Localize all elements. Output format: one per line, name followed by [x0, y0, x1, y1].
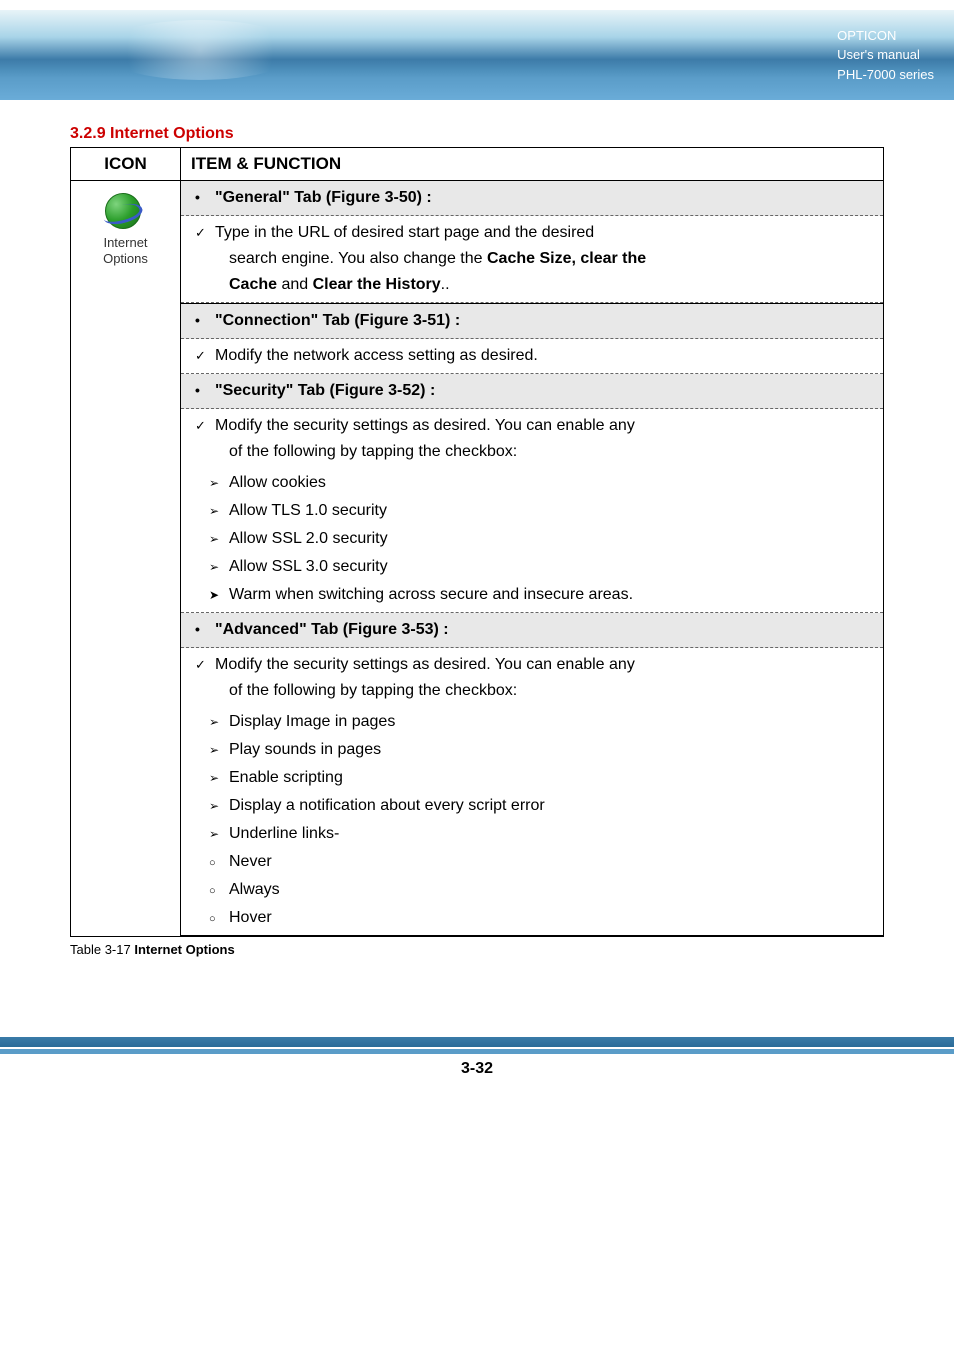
general-tab-title: "General" Tab (Figure 3-50) : [215, 189, 432, 206]
advanced-line2: of the following by tapping the checkbox… [195, 677, 873, 703]
arrow-icon [209, 527, 229, 551]
table-caption: Table 3-17 Internet Options [70, 942, 884, 957]
security-sub3: Allow SSL 2.0 security [181, 525, 883, 553]
advanced-line1: Modify the security settings as desired.… [215, 656, 635, 673]
header-line3: PHL-7000 series [837, 65, 934, 85]
advanced-sub3: Enable scripting [181, 764, 883, 792]
advanced-opt1: Never [181, 848, 883, 876]
general-tab-header: "General" Tab (Figure 3-50) : [181, 181, 883, 216]
bullet-icon [195, 618, 215, 642]
check-icon [195, 414, 215, 438]
advanced-intro: Modify the security settings as desired.… [181, 648, 883, 708]
security-sub2: Allow TLS 1.0 security [181, 497, 883, 525]
security-tab-header: "Security" Tab (Figure 3-52) : [181, 374, 883, 409]
arrow-icon [209, 822, 229, 846]
security-sub1: Allow cookies [181, 469, 883, 497]
bullet-icon [195, 379, 215, 403]
bullet-icon [195, 186, 215, 210]
security-line1: Modify the security settings as desired.… [215, 417, 635, 434]
security-sub5: Warm when switching across secure and in… [181, 581, 883, 613]
arrow-icon [209, 766, 229, 790]
general-item: Type in the URL of desired start page an… [181, 216, 883, 303]
footer-bar-2 [0, 1049, 954, 1054]
arrow-icon [209, 738, 229, 762]
header-line2: User's manual [837, 45, 934, 65]
globe-icon [105, 193, 147, 235]
advanced-sub4: Display a notification about every scrip… [181, 792, 883, 820]
security-tab-title: "Security" Tab (Figure 3-52) : [215, 382, 435, 399]
advanced-opt2: Always [181, 876, 883, 904]
advanced-sub2: Play sounds in pages [181, 736, 883, 764]
advanced-tab-title: "Advanced" Tab (Figure 3-53) : [215, 621, 449, 638]
arrow-icon [209, 710, 229, 734]
connection-tab-header: "Connection" Tab (Figure 3-51) : [181, 303, 883, 339]
brand-name: OPTICON [837, 26, 934, 46]
advanced-tab-header: "Advanced" Tab (Figure 3-53) : [181, 613, 883, 648]
arrow-icon [209, 555, 229, 579]
security-line2: of the following by tapping the checkbox… [195, 438, 873, 464]
internet-options-icon-wrapper: Internet Options [71, 189, 180, 270]
col-header-icon: ICON [71, 148, 181, 181]
col-header-item: ITEM & FUNCTION [181, 148, 884, 181]
arrow-icon [209, 499, 229, 523]
general-line3: Cache and Clear the History.. [195, 271, 873, 297]
connection-text: Modify the network access setting as des… [215, 347, 538, 364]
general-line1: Type in the URL of desired start page an… [215, 224, 594, 241]
icon-label-1: Internet [103, 235, 147, 251]
footer: 3-32 [0, 1037, 954, 1078]
connection-item: Modify the network access setting as des… [181, 339, 883, 374]
circle-icon [209, 906, 229, 930]
section-title: 3.2.9 Internet Options [70, 125, 884, 143]
icon-label-2: Options [103, 251, 148, 267]
options-table: ICON ITEM & FUNCTION Internet Options "G… [70, 147, 884, 937]
circle-icon [209, 878, 229, 902]
icon-cell: Internet Options [71, 181, 181, 937]
arrow-icon [209, 794, 229, 818]
footer-bar-1 [0, 1037, 954, 1047]
check-icon [195, 221, 215, 245]
advanced-sub1: Display Image in pages [181, 708, 883, 736]
security-sub4: Allow SSL 3.0 security [181, 553, 883, 581]
security-intro: Modify the security settings as desired.… [181, 409, 883, 469]
general-line2: search engine. You also change the Cache… [195, 245, 873, 271]
content-area: 3.2.9 Internet Options ICON ITEM & FUNCT… [0, 100, 954, 977]
content-cell: "General" Tab (Figure 3-50) : Type in th… [181, 181, 884, 937]
circle-icon [209, 850, 229, 874]
page-number: 3-32 [0, 1060, 954, 1078]
header-text: OPTICON User's manual PHL-7000 series [837, 26, 934, 85]
connection-tab-title: "Connection" Tab (Figure 3-51) : [215, 312, 460, 329]
check-icon [195, 653, 215, 677]
advanced-sub5: Underline links- [181, 820, 883, 848]
header-banner: OPTICON User's manual PHL-7000 series [0, 10, 954, 100]
bullet-icon [195, 309, 215, 333]
advanced-opt3: Hover [181, 904, 883, 936]
arrow-icon [209, 583, 229, 607]
check-icon [195, 344, 215, 368]
arrow-icon [209, 471, 229, 495]
